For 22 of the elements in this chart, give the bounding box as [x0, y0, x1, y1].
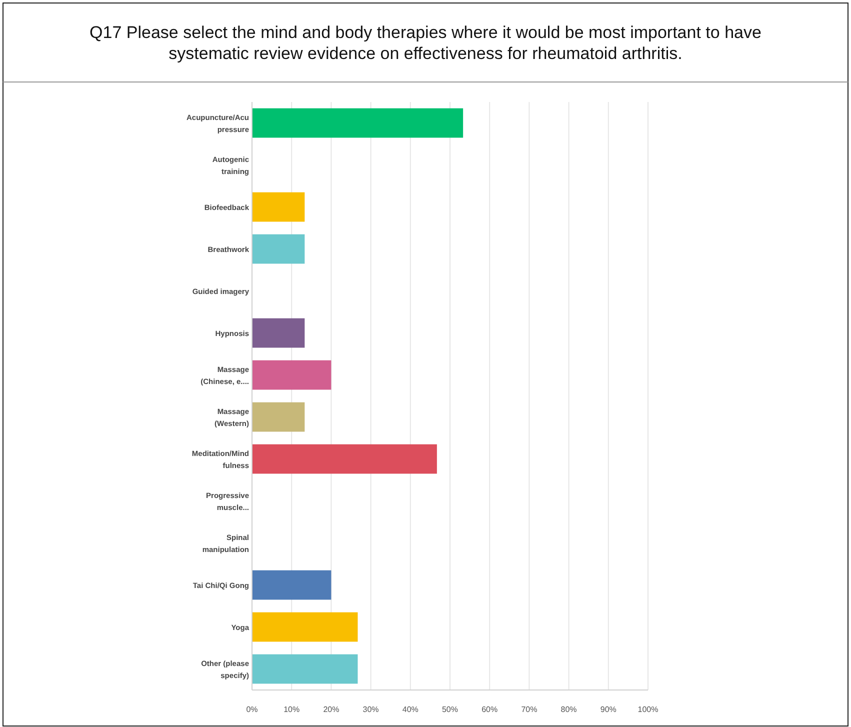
- bar: [252, 444, 437, 474]
- x-tick-label: 50%: [442, 705, 458, 714]
- x-tick-label: 30%: [362, 705, 379, 714]
- bar: [252, 570, 332, 600]
- bar: [252, 318, 305, 348]
- x-tick-label: 80%: [560, 705, 577, 714]
- bar: [252, 234, 305, 264]
- bar: [252, 612, 358, 642]
- bar: [252, 654, 358, 684]
- x-tick-label: 40%: [402, 705, 418, 714]
- x-tick-label: 20%: [323, 705, 340, 714]
- x-tick-label: 10%: [284, 705, 300, 714]
- bar: [252, 192, 305, 222]
- x-tick-label: 0%: [246, 705, 258, 714]
- x-tick-label: 60%: [482, 705, 498, 714]
- bar: [252, 360, 332, 390]
- chart-title: Q17 Please select the mind and body therapies where it would be most important to have systematic review evidence on effectiveness for rheumatoid arthritis.: [90, 23, 762, 63]
- x-tick-label: 70%: [521, 705, 538, 714]
- x-tick-label: 100%: [638, 705, 658, 714]
- x-tick-label: 90%: [600, 705, 616, 714]
- bar: [252, 108, 464, 138]
- bar: [252, 402, 305, 432]
